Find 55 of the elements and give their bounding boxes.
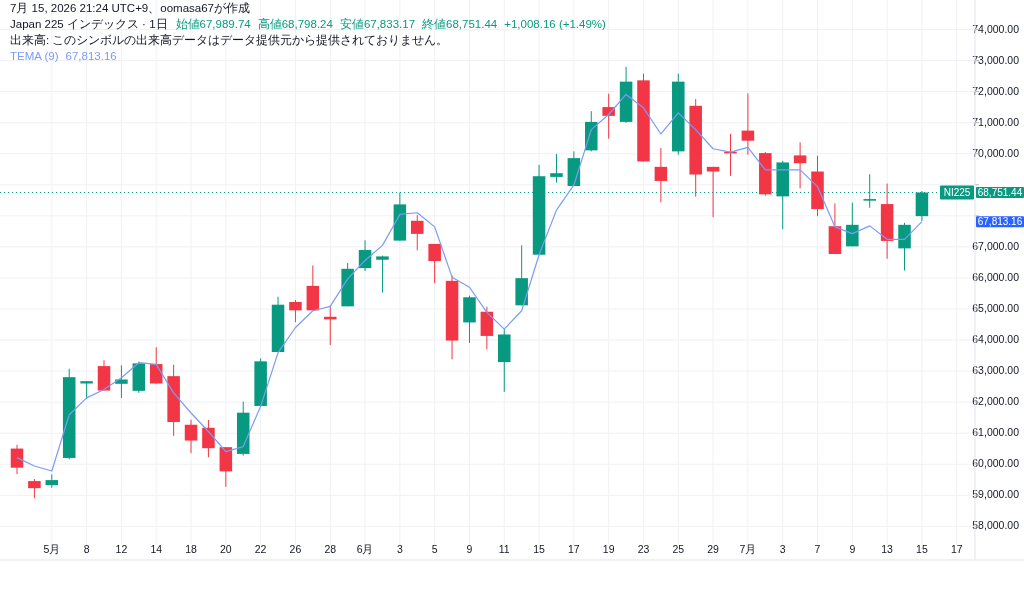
x-tick-label: 17 (568, 543, 580, 555)
y-tick-label: 71,000.00 (972, 115, 1020, 128)
x-tick-label: 5月 (43, 543, 61, 555)
x-tick-label: 17 (950, 543, 963, 555)
x-tick-label: 13 (881, 543, 894, 555)
x-tick-label: 29 (707, 543, 720, 555)
y-tick-label: 67,000.00 (972, 239, 1020, 252)
x-tick-label: 25 (672, 543, 685, 555)
x-tick-label: 9 (849, 543, 856, 555)
x-tick-label: 8 (83, 543, 90, 555)
x-tick-label: 7 (814, 543, 821, 555)
text: TEMA (9) (10, 50, 59, 62)
x-tick-label: 15 (533, 543, 546, 555)
y-tick-label: 59,000.00 (972, 488, 1020, 501)
x-tick-label: 18 (185, 543, 198, 555)
x-tick-label: 3 (396, 543, 403, 555)
x-tick-label: 23 (637, 543, 650, 555)
x-tick-label: 6月 (356, 543, 374, 555)
annotation: 高値68,798.24 (257, 17, 334, 30)
text: Japan 225 インデックス · 1日 (10, 18, 168, 30)
y-tick-label: 64,000.00 (972, 333, 1020, 346)
annotation: 終値68,751.44 (421, 18, 498, 30)
annotation: 安値67,833.17 (339, 17, 416, 30)
x-tick-label: 15 (916, 543, 928, 555)
annotation: 67,813.16 (65, 50, 117, 62)
annotation: 始値67,989.74 (175, 18, 252, 30)
x-tick-label: 5 (431, 543, 438, 555)
x-tick-label: 14 (150, 543, 163, 555)
x-tick-label: 20 (219, 543, 232, 555)
x-tick-label: 19 (602, 543, 615, 555)
y-tick-label: 60,000.00 (972, 457, 1020, 470)
text: 67,813.16 (977, 216, 1023, 228)
y-tick-label: 70,000.00 (972, 146, 1020, 159)
text: 68,751.44 (977, 187, 1023, 199)
annotation: 7月 15, 2026 21:24 UTC+9、oomasa67が作成 (10, 2, 250, 14)
y-tick-label: 72,000.00 (972, 84, 1020, 97)
annotation: +1,008.16 (+1.49%) (504, 18, 607, 30)
x-tick-label: 22 (254, 543, 267, 555)
y-tick-label: 63,000.00 (972, 364, 1020, 377)
x-tick-label: 26 (289, 543, 302, 555)
x-tick-label: 7月 (739, 543, 757, 555)
y-tick-label: 65,000.00 (972, 301, 1020, 314)
x-tick-label: 3 (779, 543, 786, 555)
y-tick-label: 58,000.00 (972, 519, 1020, 532)
x-tick-label: 11 (498, 543, 510, 555)
text: 出来高: このシンボルの出来高データはデータ提供元から提供されておりません。 (10, 33, 449, 46)
ref-line-label: NI225 (943, 187, 971, 199)
y-tick-label: 73,000.00 (972, 53, 1020, 66)
x-tick-label: 12 (115, 543, 128, 555)
x-tick-label: 28 (324, 543, 337, 555)
y-tick-label: 74,000.00 (972, 22, 1020, 35)
x-tick-label: 9 (466, 543, 473, 555)
y-tick-label: 62,000.00 (972, 395, 1020, 408)
y-tick-label: 61,000.00 (972, 426, 1020, 439)
y-tick-label: 66,000.00 (972, 270, 1020, 283)
